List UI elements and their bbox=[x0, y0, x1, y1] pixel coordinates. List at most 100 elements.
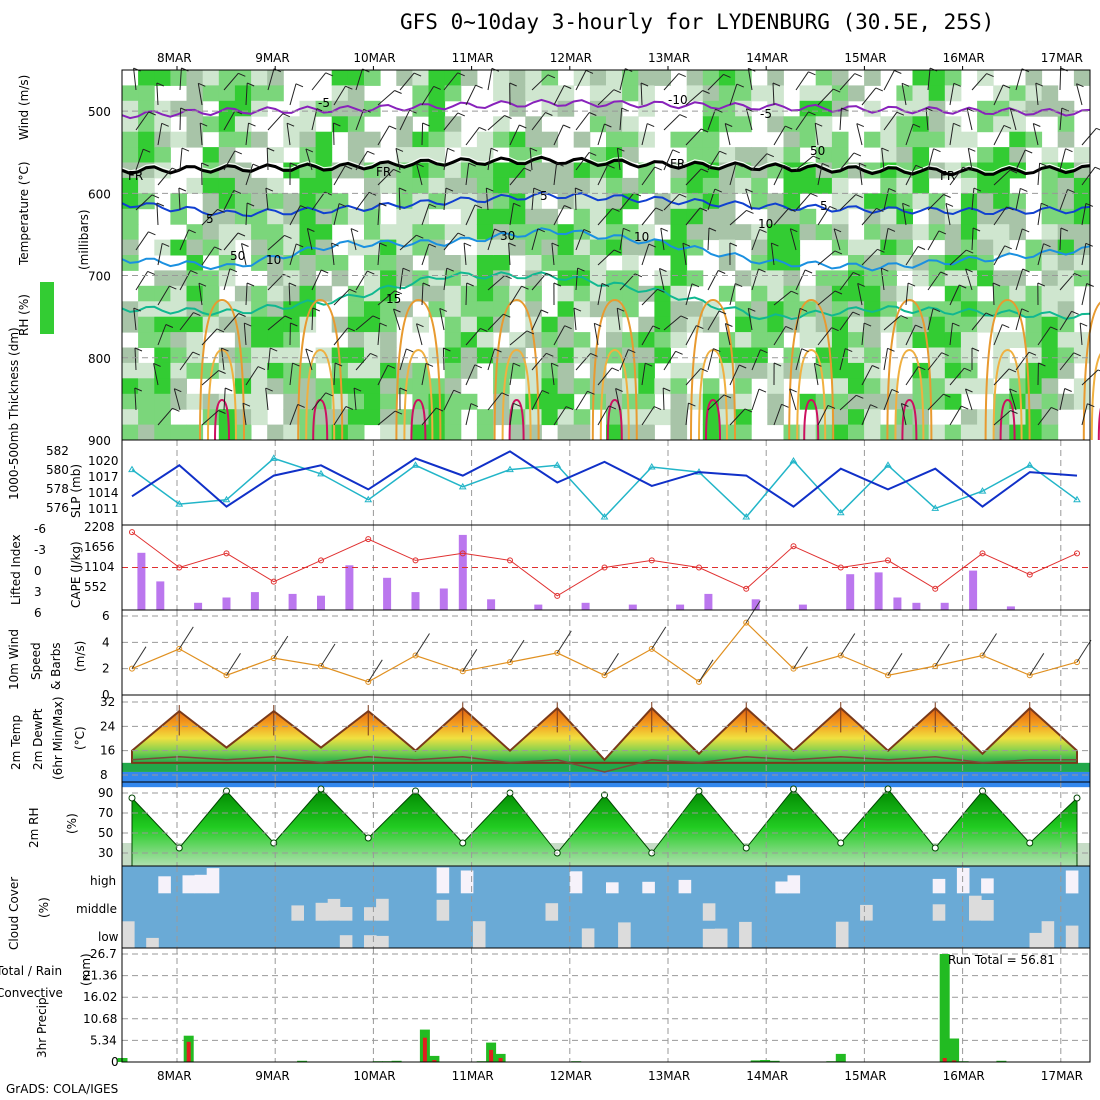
rh-shade-cell bbox=[912, 193, 930, 210]
rh-shade-cell bbox=[122, 100, 139, 117]
wind-barb bbox=[993, 206, 1007, 226]
precip-legend-total: Total / Rain bbox=[0, 964, 62, 978]
rh-shade-cell bbox=[606, 162, 623, 179]
rh-shade-cell bbox=[751, 347, 768, 364]
rh-shade-cell bbox=[751, 362, 768, 379]
rh-shade-cell bbox=[186, 316, 204, 333]
wind-barb-flag bbox=[815, 122, 823, 127]
rh-shade-cell bbox=[686, 239, 704, 256]
cloud-cell bbox=[678, 879, 692, 894]
rh-shade-cell bbox=[509, 162, 526, 179]
wind-barb bbox=[305, 148, 313, 171]
wind-barb bbox=[157, 324, 167, 346]
wind-barb bbox=[223, 150, 236, 171]
rh-shade-cell bbox=[638, 424, 655, 441]
cloud-cell bbox=[775, 881, 788, 894]
wind-barb bbox=[465, 163, 470, 186]
rh-shade-cell bbox=[864, 131, 881, 148]
wind-barb-flag bbox=[933, 148, 941, 153]
wind-barb-flag bbox=[474, 204, 483, 209]
rh-shade-cell bbox=[186, 100, 204, 117]
rh-shade-cell bbox=[251, 239, 268, 256]
rh-shade-cell bbox=[960, 424, 978, 441]
cape-bar bbox=[581, 602, 590, 610]
wind-barb bbox=[442, 347, 445, 371]
wind-barb bbox=[992, 282, 995, 306]
rh-shade-cell bbox=[364, 70, 381, 86]
rh-shade-cell bbox=[267, 285, 284, 302]
wind-barb-flag bbox=[216, 328, 225, 333]
rh-shade-cell bbox=[1041, 393, 1059, 410]
wind-barb bbox=[640, 82, 643, 106]
rh-shade-cell bbox=[525, 301, 542, 318]
precip-convective-bar bbox=[498, 1058, 503, 1062]
rh-shade-cell bbox=[380, 177, 397, 194]
surface-wind-barb bbox=[1076, 639, 1092, 663]
precip-tick-label: 16.02 bbox=[83, 990, 117, 1004]
cape-tick-label: 1104 bbox=[84, 560, 115, 574]
wind-marker bbox=[837, 652, 844, 659]
wind-barb-flag bbox=[379, 202, 387, 207]
wind-barb bbox=[857, 283, 863, 306]
wind-barb bbox=[1015, 268, 1024, 291]
wind-barb-flag bbox=[573, 307, 582, 312]
wind-barb-flag bbox=[416, 323, 424, 328]
wind-barb bbox=[487, 392, 503, 411]
wind-barb bbox=[883, 348, 888, 371]
precip-tick-label: 10.68 bbox=[83, 1012, 117, 1026]
rh-shade-cell bbox=[541, 362, 559, 379]
rh-shade-cell bbox=[347, 362, 365, 379]
wind-barb bbox=[707, 150, 720, 171]
rh-shade-cell bbox=[751, 224, 768, 241]
wind-barb-flag bbox=[888, 188, 896, 192]
wind-barb-flag bbox=[601, 282, 610, 287]
precip-total-bar bbox=[297, 1060, 308, 1062]
wind-barb-flag bbox=[952, 322, 960, 327]
rh-shade-cell bbox=[606, 285, 623, 302]
wind-barb-flag bbox=[1039, 162, 1047, 167]
rh-shade-cell bbox=[622, 131, 639, 148]
rh-shade-cell bbox=[331, 409, 349, 426]
wind-barb bbox=[641, 166, 656, 186]
wind-barb bbox=[1081, 243, 1087, 266]
rh-shade-cell bbox=[993, 239, 1010, 256]
wind-barb bbox=[993, 169, 1011, 186]
rh-shade-cell bbox=[460, 270, 478, 287]
rh-shade-cell bbox=[589, 85, 607, 102]
rh-shade-cell bbox=[364, 131, 381, 148]
wind-barb bbox=[509, 330, 528, 346]
wind-marker bbox=[270, 655, 277, 662]
wind-barb-flag bbox=[242, 402, 251, 407]
wind-barb bbox=[685, 90, 703, 106]
wind-barb bbox=[355, 151, 368, 171]
rh-shade-cell bbox=[541, 332, 559, 348]
warm-contour-loop bbox=[508, 398, 525, 441]
cloud-unit-label: (%) bbox=[37, 897, 51, 918]
wind-barb-flag bbox=[425, 362, 434, 367]
precip-total-bar bbox=[429, 1055, 440, 1062]
rh-shade-cell bbox=[686, 193, 704, 210]
wind-barb bbox=[707, 74, 724, 91]
wind-barb-flag bbox=[153, 362, 161, 367]
wind-barb-flag bbox=[856, 123, 864, 128]
rh-shade-cell bbox=[606, 131, 623, 148]
rh-shade-cell bbox=[170, 424, 187, 441]
wind-barb-flag bbox=[367, 270, 375, 275]
rh-shade-cell bbox=[364, 362, 381, 379]
wind-barb bbox=[311, 307, 314, 331]
wind-barb-flag bbox=[678, 73, 686, 78]
wind-barb-flag bbox=[284, 234, 292, 239]
rh-shade-cell bbox=[896, 85, 913, 102]
wind-barb bbox=[597, 164, 609, 186]
wind-barb bbox=[531, 390, 543, 411]
wind-barb bbox=[751, 268, 759, 291]
wind-barb-flag bbox=[759, 228, 767, 233]
rh-shade-cell bbox=[170, 316, 187, 333]
rh-shade-cell bbox=[912, 177, 930, 194]
thickness-marker bbox=[553, 461, 562, 468]
rh-shade-cell bbox=[267, 70, 284, 86]
rh-shade-cell bbox=[767, 116, 784, 133]
surface-wind-barb bbox=[226, 653, 241, 676]
wind-barb bbox=[660, 228, 665, 251]
rh-shade-cell bbox=[541, 85, 559, 102]
